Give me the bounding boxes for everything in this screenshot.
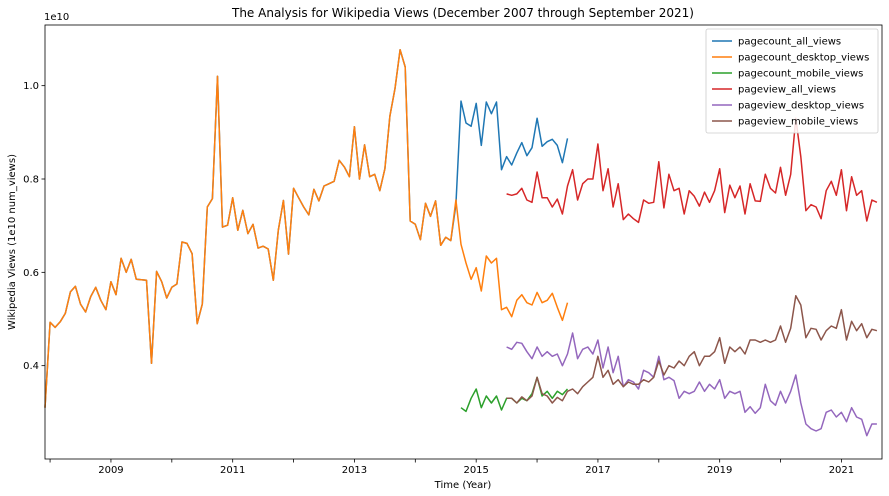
y-offset-text: 1e10 <box>44 12 69 23</box>
x-tick-label: 2011 <box>220 465 245 476</box>
legend-entry: pageview_mobile_views <box>738 117 858 128</box>
x-tick-label: 2009 <box>98 465 123 476</box>
series-line-pagecount-desktop-views <box>44 48 569 408</box>
legend-entry: pagecount_desktop_views <box>738 53 869 64</box>
x-tick-label: 2021 <box>829 465 854 476</box>
series-line-pagecount-mobile-views <box>460 376 569 413</box>
x-tick-label: 2013 <box>342 465 367 476</box>
x-tick-label: 2015 <box>463 465 488 476</box>
legend-entry: pagecount_all_views <box>738 37 841 48</box>
legend-box <box>705 28 879 134</box>
y-axis-label: Wikipedia Views (1e10 num_views) <box>7 154 18 330</box>
series-line-pageview-mobile-views <box>506 294 878 404</box>
series-line-pageview-all-views <box>506 117 878 224</box>
legend-entry: pageview_desktop_views <box>738 101 864 112</box>
series-group <box>44 48 878 437</box>
legend: pagecount_all_views pagecount_desktop_vie… <box>705 28 879 134</box>
x-tick-label: 2019 <box>707 465 732 476</box>
x-axis-label: Time (Year) <box>434 480 492 491</box>
legend-entry: pagecount_mobile_views <box>738 69 863 80</box>
x-tick-label: 2017 <box>585 465 610 476</box>
y-tick-label: 1.0 <box>23 81 39 92</box>
plot-frame <box>44 24 883 460</box>
legend-entry: pageview_all_views <box>738 85 836 96</box>
series-line-pageview-desktop-views <box>506 332 877 437</box>
y-tick-label: 0.4 <box>23 361 39 372</box>
series-line-pagecount-all-views <box>44 48 569 408</box>
chart-title: The Analysis for Wikipedia Views (Decemb… <box>231 6 694 20</box>
y-tick-label: 0.6 <box>23 268 39 279</box>
y-tick-label: 0.8 <box>23 175 39 186</box>
x-axis: 2009 2011 2013 2015 2017 2019 2021 <box>49 459 854 476</box>
y-axis: 0.4 0.6 0.8 1.0 <box>23 81 45 372</box>
